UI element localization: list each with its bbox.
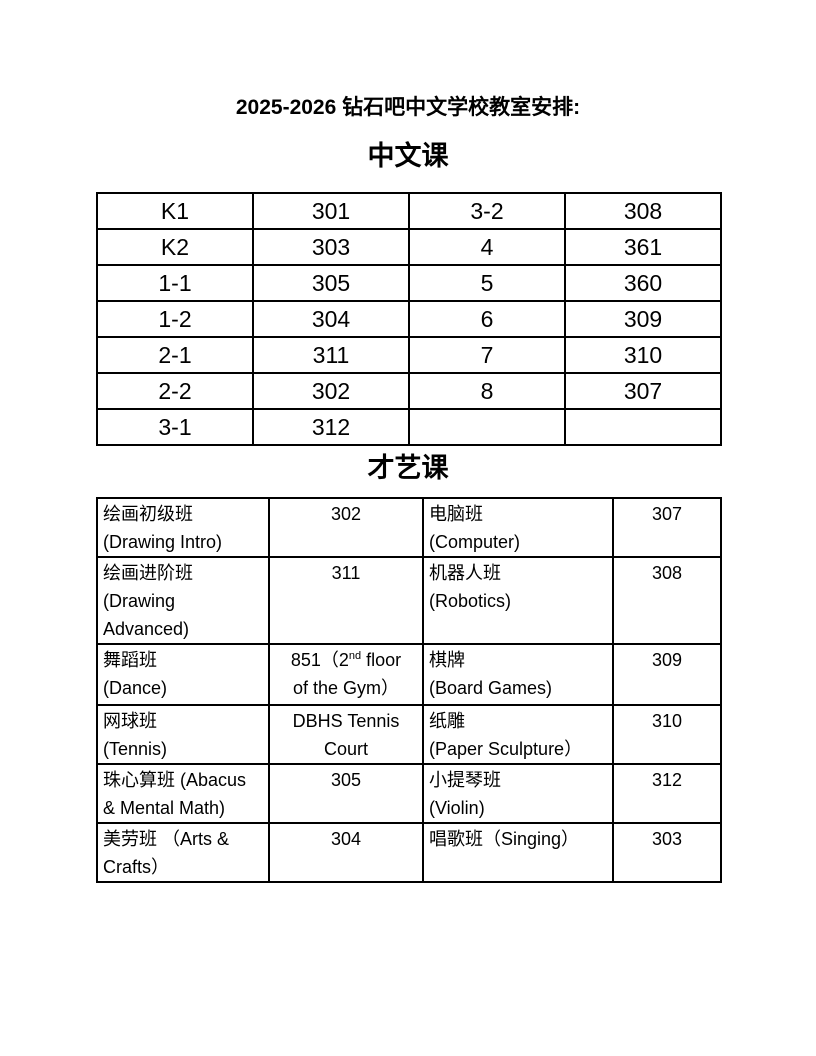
table-cell: 电脑班 (Computer) <box>422 497 614 558</box>
table-cell: 纸雕 (Paper Sculpture） <box>422 704 614 765</box>
table-cell: 棋牌 (Board Games) <box>422 643 614 706</box>
table-row: 3-1 312 <box>96 408 722 446</box>
table-cell: 302 <box>252 372 410 410</box>
table-cell: 304 <box>252 300 410 338</box>
table-cell: 312 <box>252 408 410 446</box>
table-cell <box>564 408 722 446</box>
table-cell: 303 <box>252 228 410 266</box>
table-cell: 310 <box>612 704 722 765</box>
table-cell: 310 <box>564 336 722 374</box>
table-cell: 851（2nd floor of the Gym） <box>268 643 424 706</box>
table-cell: 2-1 <box>96 336 254 374</box>
table-cell: 8 <box>408 372 566 410</box>
table-cell: 309 <box>612 643 722 706</box>
table-cell: 7 <box>408 336 566 374</box>
table-cell: 308 <box>564 192 722 230</box>
table-cell: 303 <box>612 822 722 883</box>
table-cell: 珠心算班 (Abacus & Mental Math) <box>96 763 270 824</box>
table-cell: 网球班 (Tennis) <box>96 704 270 765</box>
table-cell: 308 <box>612 556 722 645</box>
table-row: 1-2 304 6 309 <box>96 300 722 338</box>
table-cell: 1-1 <box>96 264 254 302</box>
table-cell: 305 <box>268 763 424 824</box>
table-cell: K2 <box>96 228 254 266</box>
table-cell: 小提琴班 (Violin) <box>422 763 614 824</box>
table-cell: 4 <box>408 228 566 266</box>
table-row: K1 301 3-2 308 <box>96 192 722 230</box>
table-row: 珠心算班 (Abacus & Mental Math) 305 小提琴班 (Viol… <box>96 763 722 824</box>
talent-class-room-table: 绘画初级班 (Drawing Intro) 302 电脑班 (Computer) 30… <box>96 497 722 883</box>
table-cell: 307 <box>612 497 722 558</box>
table-row: 绘画进阶班 (Drawing Advanced) 311 机器人班 (Robotic… <box>96 556 722 645</box>
table-cell: 机器人班 (Robotics) <box>422 556 614 645</box>
section-heading-talent-classes: 才艺课 <box>367 453 449 483</box>
table-cell: 2-2 <box>96 372 254 410</box>
table-cell: DBHS Tennis Court <box>268 704 424 765</box>
table-row: K2 303 4 361 <box>96 228 722 266</box>
table-cell: 305 <box>252 264 410 302</box>
chinese-class-room-table: K1 301 3-2 308 K2 303 4 361 1-1 305 5 360 1-2 304 6 309… <box>96 192 722 446</box>
table-cell: 3-2 <box>408 192 566 230</box>
table-cell: 1-2 <box>96 300 254 338</box>
table-cell: 3-1 <box>96 408 254 446</box>
table-cell: 307 <box>564 372 722 410</box>
section-heading-chinese-classes: 中文课 <box>367 141 449 171</box>
table-cell: 绘画初级班 (Drawing Intro) <box>96 497 270 558</box>
table-cell: 5 <box>408 264 566 302</box>
ordinal-superscript: nd <box>348 650 362 662</box>
table-cell: 美劳班 （Arts & Crafts） <box>96 822 270 883</box>
table-cell: 唱歌班（Singing） <box>422 822 614 883</box>
table-cell: 312 <box>612 763 722 824</box>
table-row: 舞蹈班 (Dance) 851（2nd floor of the Gym） 棋牌 (… <box>96 643 722 706</box>
cell-text: 851（2 <box>290 650 349 670</box>
table-row: 绘画初级班 (Drawing Intro) 302 电脑班 (Computer) 30… <box>96 497 722 558</box>
table-cell: 304 <box>268 822 424 883</box>
table-cell <box>408 408 566 446</box>
cell-text: floor of the Gym） <box>292 650 402 698</box>
table-cell: 302 <box>268 497 424 558</box>
table-cell: 6 <box>408 300 566 338</box>
document-title: 2025-2026 钻石吧中文学校教室安排: <box>235 96 581 119</box>
table-cell: 309 <box>564 300 722 338</box>
table-cell: 311 <box>268 556 424 645</box>
table-cell: 舞蹈班 (Dance) <box>96 643 270 706</box>
table-cell: 360 <box>564 264 722 302</box>
table-cell: 311 <box>252 336 410 374</box>
table-row: 网球班 (Tennis) DBHS Tennis Court 纸雕 (Paper S… <box>96 704 722 765</box>
table-cell: 绘画进阶班 (Drawing Advanced) <box>96 556 270 645</box>
table-row: 2-1 311 7 310 <box>96 336 722 374</box>
table-cell: K1 <box>96 192 254 230</box>
table-cell: 301 <box>252 192 410 230</box>
table-row: 1-1 305 5 360 <box>96 264 722 302</box>
table-row: 美劳班 （Arts & Crafts） 304 唱歌班（Singing） 303 <box>96 822 722 883</box>
table-cell: 361 <box>564 228 722 266</box>
table-row: 2-2 302 8 307 <box>96 372 722 410</box>
